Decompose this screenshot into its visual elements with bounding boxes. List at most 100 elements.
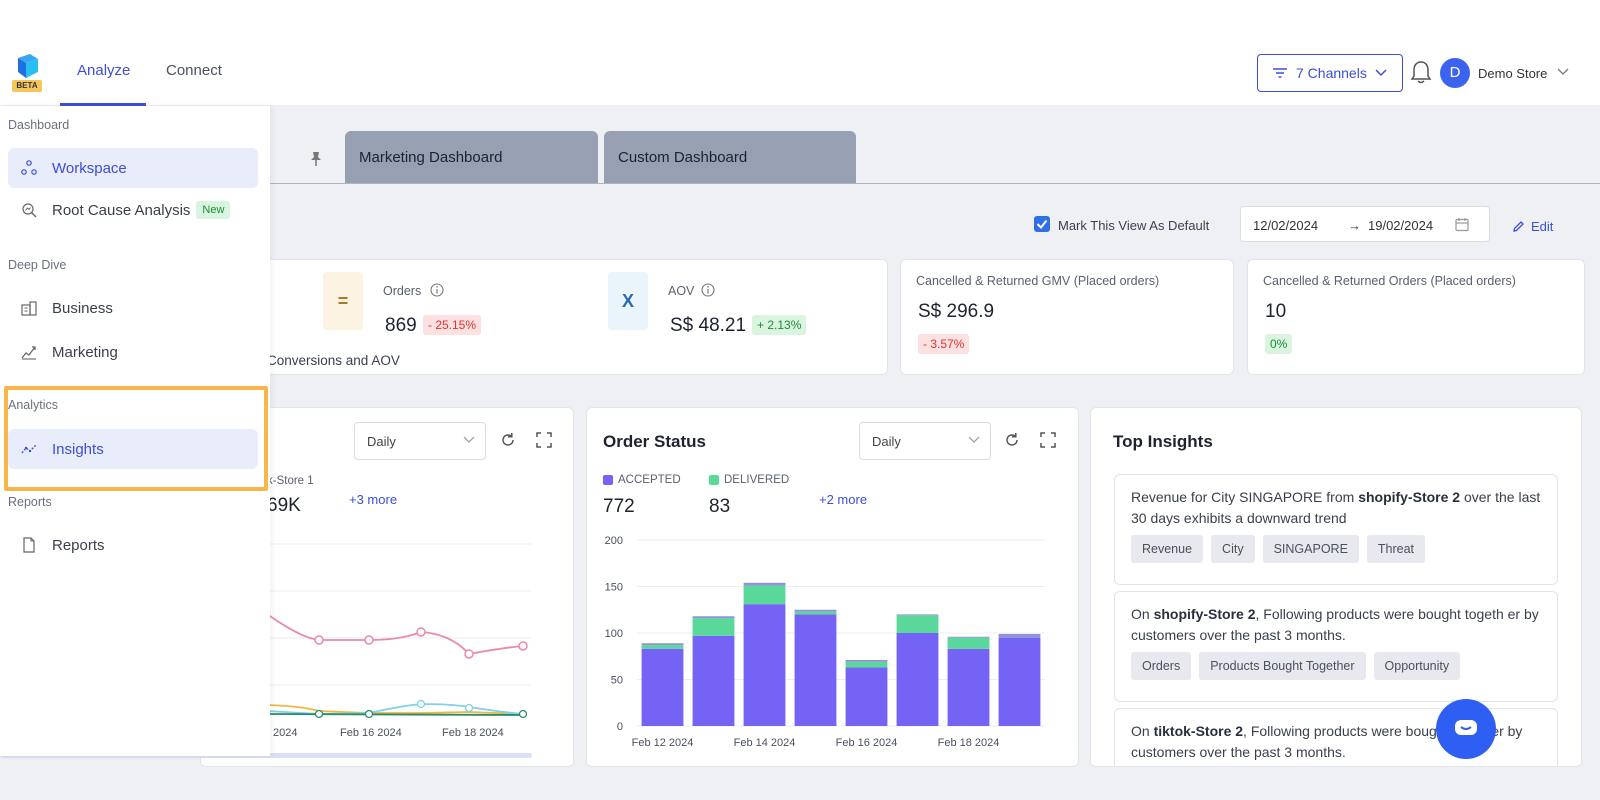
insight-tag[interactable]: Revenue (1131, 535, 1204, 563)
kpi-caption: Conversions and AOV (267, 353, 400, 368)
bar-segment[interactable] (743, 585, 786, 605)
orders-info-icon[interactable] (430, 283, 444, 297)
date-range-picker[interactable]: 12/02/2024 → 19/02/2024 (1240, 206, 1490, 242)
bar-segment[interactable] (794, 611, 837, 615)
bar-segment[interactable] (743, 582, 786, 586)
aov-value: S$ 48.21 (670, 315, 747, 336)
bar-segment[interactable] (692, 616, 735, 619)
default-view-checkbox[interactable] (1034, 216, 1050, 232)
legend-accepted[interactable]: ACCEPTED (603, 474, 681, 486)
legend-delivered[interactable]: DELIVERED (709, 474, 789, 486)
bar-segment[interactable] (794, 614, 837, 726)
tab-marketing-dashboard[interactable]: Marketing Dashboard (345, 131, 598, 184)
section-title-deep-dive: Deep Dive (8, 258, 67, 272)
tab-analyze[interactable]: Analyze (77, 62, 131, 79)
period-select[interactable]: Daily (354, 422, 486, 460)
sidebar-item-business[interactable]: Business (8, 288, 258, 328)
x-tick-label: Feb 16 2024 (836, 737, 898, 749)
pencil-icon (1513, 221, 1524, 232)
insight-tag[interactable]: Threat (1366, 535, 1426, 563)
active-tab-indicator (60, 103, 146, 106)
aov-info-icon[interactable] (701, 283, 715, 297)
notification-bell-icon[interactable] (1410, 60, 1432, 84)
insight-tag[interactable]: Products Bought Together (1199, 652, 1366, 680)
bar-segment[interactable] (896, 614, 939, 616)
app-logo[interactable]: BETA (12, 54, 44, 94)
bar-segment[interactable] (692, 635, 735, 726)
bar-segment[interactable] (998, 637, 1041, 726)
store-name[interactable]: Demo Store (1478, 66, 1548, 81)
section-title-reports: Reports (8, 495, 52, 509)
sidebar-item-label: Marketing (52, 343, 118, 361)
y-tick-label: 200 (605, 535, 623, 547)
insight-tags: Orders Products Bought Together Opportun… (1131, 652, 1461, 680)
revenue-breakdown-card: Conversions and AOV = Orders 869 - 25.15… (200, 259, 888, 375)
insight-tag[interactable]: Orders (1131, 652, 1192, 680)
sidebar-menu: Dashboard Workspace Root Cause Analysis … (0, 106, 270, 756)
more-series-link[interactable]: +3 more (349, 492, 398, 507)
logo-icon (18, 54, 38, 78)
more-series-link[interactable]: +2 more (819, 492, 868, 507)
legend-swatch (709, 475, 719, 485)
fullscreen-icon[interactable] (535, 431, 553, 449)
sidebar-item-insights[interactable]: Insights (8, 429, 258, 469)
checkmark-icon (1036, 219, 1048, 230)
series-line-pink (266, 613, 524, 655)
store-chevron-down-icon[interactable] (1557, 68, 1569, 76)
sidebar-item-root-cause-analysis[interactable]: Root Cause Analysis New (8, 190, 258, 230)
bar-segment[interactable] (896, 615, 939, 633)
date-from: 12/02/2024 (1253, 218, 1319, 233)
bar-segment[interactable] (947, 648, 990, 726)
channels-filter-button[interactable]: 7 Channels (1257, 54, 1403, 92)
bar-segment[interactable] (641, 645, 684, 649)
bar-segment[interactable] (998, 633, 1041, 638)
bar-segment[interactable] (641, 648, 684, 726)
sidebar-item-workspace[interactable]: Workspace (8, 148, 258, 188)
aov-change-badge: + 2.13% (752, 315, 807, 335)
cancelled-gmv-value: S$ 296.9 (918, 301, 995, 322)
bar-segment[interactable] (743, 604, 786, 726)
bar-segment[interactable] (947, 637, 990, 649)
bar-segment[interactable] (692, 618, 735, 636)
orders-label: Orders (383, 284, 422, 298)
bar-segment[interactable] (641, 643, 684, 646)
order-status-period-select[interactable]: Daily (859, 422, 991, 460)
pin-icon[interactable] (309, 151, 323, 167)
bar-segment[interactable] (896, 633, 939, 726)
chat-support-button[interactable] (1436, 699, 1496, 759)
tab-custom-dashboard[interactable]: Custom Dashboard (604, 131, 856, 184)
refresh-icon[interactable] (499, 431, 517, 449)
sidebar-item-marketing[interactable]: Marketing (8, 332, 258, 372)
insight-tag[interactable]: SINGAPORE (1262, 535, 1359, 563)
bar-segment[interactable] (845, 667, 888, 726)
tabs-divider (270, 183, 1600, 184)
edit-button[interactable]: Edit (1512, 219, 1553, 234)
cancelled-orders-card: Cancelled & Returned Orders (Placed orde… (1247, 259, 1585, 375)
insight-item[interactable]: Revenue for City SINGAPORE from shopify-… (1114, 474, 1558, 585)
fullscreen-icon[interactable] (1039, 431, 1057, 449)
refresh-icon[interactable] (1003, 431, 1021, 449)
bar-segment[interactable] (845, 659, 888, 662)
bar-segment[interactable] (794, 609, 837, 612)
insight-text: Revenue for City SINGAPORE from shopify-… (1131, 489, 1541, 526)
date-arrow-icon: → (1348, 218, 1361, 233)
insight-tag[interactable]: City (1211, 535, 1255, 563)
tab-connect[interactable]: Connect (166, 62, 222, 79)
equals-operator: = (323, 272, 363, 330)
legend-delivered-value: 83 (709, 496, 731, 517)
bar-segment[interactable] (845, 661, 888, 668)
insight-tag[interactable]: Opportunity (1373, 652, 1461, 680)
user-avatar[interactable]: D (1440, 58, 1470, 88)
series-line-green (266, 713, 524, 716)
legend-store: k-Store 1 (267, 475, 314, 487)
reports-icon (23, 537, 35, 553)
aov-label: AOV (668, 284, 695, 298)
bar-segment[interactable] (947, 636, 990, 638)
insight-item[interactable]: On shopify-Store 2, Following products w… (1114, 591, 1558, 702)
data-point (364, 709, 374, 719)
legend-accepted-label: ACCEPTED (618, 474, 681, 486)
sidebar-item-reports[interactable]: Reports (8, 525, 258, 565)
top-insights-title: Top Insights (1113, 432, 1213, 451)
sales-line-chart: 2024 Feb 16 2024 Feb 18 2024 (261, 543, 531, 739)
data-point (416, 699, 426, 709)
